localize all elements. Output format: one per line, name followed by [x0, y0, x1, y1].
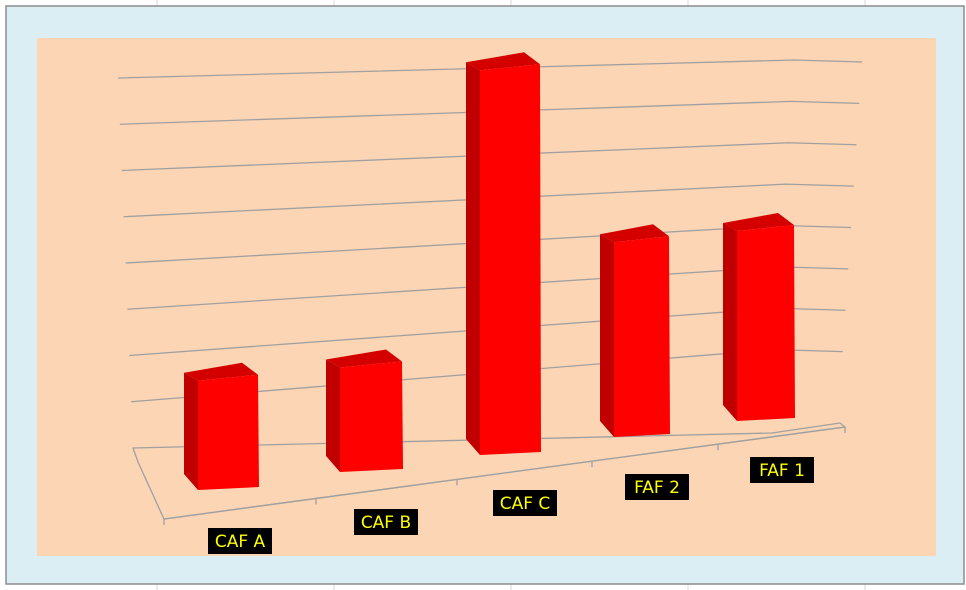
label-background: [208, 528, 272, 554]
bar-caf-a: [184, 362, 259, 490]
bar-side-face: [723, 223, 737, 421]
chart-floor: [132, 422, 847, 525]
category-label-caf-b: CAF B: [354, 509, 418, 535]
bar-top-face: [184, 362, 258, 381]
gridline: [121, 142, 857, 172]
bar-front-face: [737, 225, 795, 421]
label-background: [493, 490, 557, 516]
bar-top-face: [723, 213, 794, 231]
x-axis: [163, 426, 846, 520]
category-label-faf-1: FAF 1: [750, 457, 814, 483]
tick-label: FAF 1: [759, 461, 805, 481]
label-background: [625, 474, 689, 500]
category-label-faf-2: FAF 2: [625, 474, 689, 500]
bar-faf-1: [723, 213, 795, 421]
bar-side-face: [326, 359, 340, 472]
label-background: [354, 509, 418, 535]
tick-label: CAF B: [361, 513, 411, 533]
bar-side-face: [184, 372, 198, 490]
bar-front-face: [480, 64, 541, 455]
bar-caf-c: [466, 52, 541, 455]
bar-top-face: [466, 52, 540, 71]
bar-side-face: [466, 62, 480, 455]
bar-faf-2: [600, 224, 670, 437]
bar-caf-b: [326, 349, 403, 472]
bar-front-face: [614, 236, 670, 437]
bar-front-face: [340, 361, 403, 472]
gridline: [117, 59, 863, 79]
label-background: [750, 457, 814, 483]
gridline: [119, 100, 860, 125]
bar-top-face: [326, 349, 402, 368]
category-labels: CAF A CAF B CAF C FAF 2 FAF 1: [208, 457, 814, 554]
tick-label: CAF C: [500, 494, 551, 514]
tick-label: FAF 2: [634, 478, 680, 498]
bar-top-face: [600, 224, 669, 243]
category-label-caf-a: CAF A: [208, 528, 272, 554]
bar-side-face: [600, 234, 614, 437]
bars: [184, 52, 795, 490]
category-label-caf-c: CAF C: [493, 490, 557, 516]
bar-front-face: [198, 374, 259, 490]
tick-label: CAF A: [215, 532, 266, 552]
gridline: [123, 183, 854, 218]
